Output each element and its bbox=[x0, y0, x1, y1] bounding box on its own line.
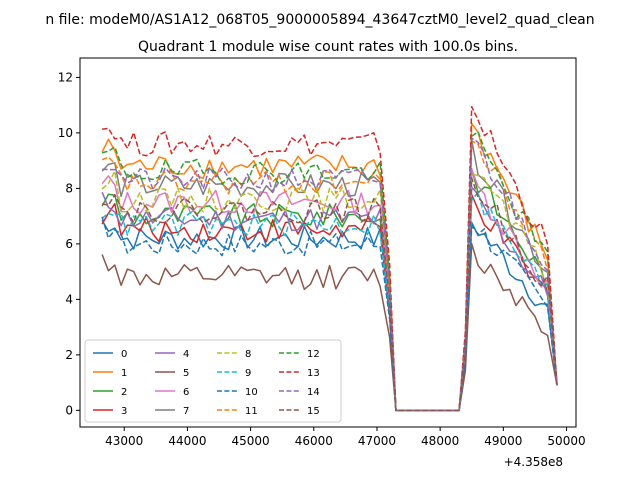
series-line-10 bbox=[101, 216, 558, 412]
y-tick-label: 12 bbox=[58, 70, 73, 84]
y-tick-label: 10 bbox=[58, 126, 73, 140]
legend-label-14: 14 bbox=[307, 387, 320, 398]
legend-label-6: 6 bbox=[183, 387, 189, 398]
series-line-12 bbox=[101, 130, 558, 412]
legend-label-3: 3 bbox=[121, 406, 127, 417]
y-tick-label: 6 bbox=[65, 237, 73, 251]
legend-label-4: 4 bbox=[183, 349, 189, 360]
y-tick-label: 8 bbox=[65, 181, 73, 195]
series-line-5 bbox=[101, 242, 558, 412]
chart-title: Quadrant 1 module wise count rates with … bbox=[138, 39, 518, 55]
series-line-15 bbox=[101, 177, 558, 412]
x-tick-label: 43000 bbox=[105, 434, 143, 448]
legend-label-8: 8 bbox=[245, 349, 251, 360]
legend-label-12: 12 bbox=[307, 349, 320, 360]
legend-box bbox=[84, 339, 342, 423]
legend-label-13: 13 bbox=[307, 368, 320, 379]
y-axis: 0 2 4 6 8 10 12 bbox=[58, 70, 80, 417]
plot-area bbox=[101, 105, 558, 412]
legend-label-2: 2 bbox=[121, 387, 127, 398]
x-tick-label: 47000 bbox=[358, 434, 396, 448]
x-axis: 43000 44000 45000 46000 47000 48000 49000 50000 bbox=[105, 427, 586, 448]
x-tick-label: 44000 bbox=[168, 434, 206, 448]
legend-label-0: 0 bbox=[121, 349, 127, 360]
legend-label-1: 1 bbox=[121, 368, 127, 379]
y-tick-label: 0 bbox=[65, 403, 73, 417]
legend-label-7: 7 bbox=[183, 406, 189, 417]
legend-label-5: 5 bbox=[183, 368, 189, 379]
x-tick-label: 45000 bbox=[232, 434, 270, 448]
legend-label-9: 9 bbox=[245, 368, 251, 379]
series-line-9 bbox=[101, 191, 558, 412]
y-tick-label: 4 bbox=[65, 292, 73, 306]
axes-frame bbox=[79, 57, 577, 428]
series-line-13 bbox=[102, 105, 558, 412]
series-line-14 bbox=[102, 137, 558, 412]
x-tick-label: 48000 bbox=[421, 434, 459, 448]
series-line-4 bbox=[101, 186, 558, 412]
legend-label-10: 10 bbox=[245, 387, 258, 398]
x-tick-label: 49000 bbox=[484, 434, 522, 448]
figure-suptitle: n file: modeM0/AS1A12_068T05_9000005894_… bbox=[45, 12, 594, 28]
series-line-2 bbox=[101, 168, 558, 412]
x-tick-label: 50000 bbox=[547, 434, 585, 448]
x-tick-label: 46000 bbox=[295, 434, 333, 448]
series-line-8 bbox=[101, 170, 558, 412]
legend-label-11: 11 bbox=[245, 406, 258, 417]
series-line-3 bbox=[101, 193, 558, 412]
legend-label-15: 15 bbox=[307, 406, 320, 417]
y-tick-label: 2 bbox=[65, 348, 73, 362]
x-offset-label: +4.358e8 bbox=[504, 455, 563, 469]
